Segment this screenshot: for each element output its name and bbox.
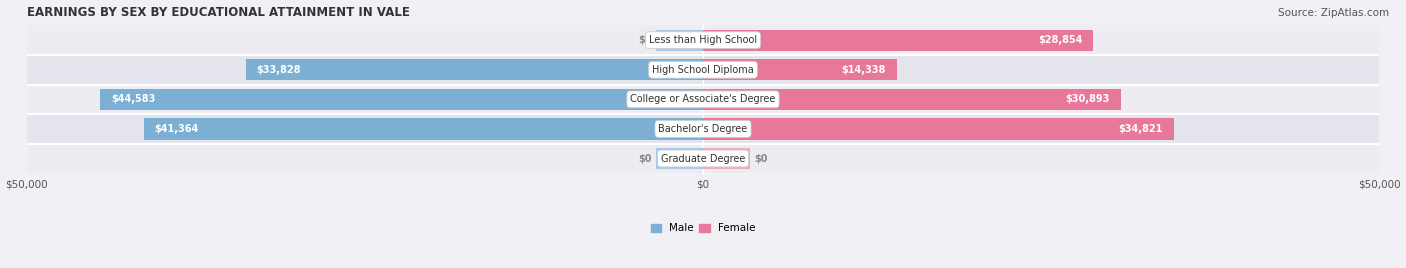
Text: Graduate Degree: Graduate Degree [661, 154, 745, 163]
Bar [246, 59, 703, 80]
Text: $30,893: $30,893 [1066, 94, 1109, 104]
Bar [27, 55, 1379, 84]
Bar [703, 118, 1174, 140]
Text: $41,364: $41,364 [155, 124, 198, 134]
Text: Source: ZipAtlas.com: Source: ZipAtlas.com [1278, 8, 1389, 18]
Text: High School Diploma: High School Diploma [652, 65, 754, 75]
Bar [655, 148, 703, 169]
Text: $44,583: $44,583 [111, 94, 155, 104]
Text: Less than High School: Less than High School [650, 35, 756, 45]
Bar [27, 25, 1379, 55]
Text: College or Associate's Degree: College or Associate's Degree [630, 94, 776, 104]
Bar [655, 29, 703, 51]
Text: $0: $0 [638, 35, 651, 45]
Bar [703, 89, 1121, 110]
Text: $0: $0 [638, 154, 651, 163]
Bar [27, 144, 1379, 173]
Text: Bachelor's Degree: Bachelor's Degree [658, 124, 748, 134]
Bar [703, 148, 751, 169]
Bar [100, 89, 703, 110]
Bar [143, 118, 703, 140]
Text: $34,821: $34,821 [1119, 124, 1163, 134]
Legend: Male, Female: Male, Female [647, 219, 759, 237]
Text: EARNINGS BY SEX BY EDUCATIONAL ATTAINMENT IN VALE: EARNINGS BY SEX BY EDUCATIONAL ATTAINMEN… [27, 6, 409, 18]
Bar [27, 84, 1379, 114]
Text: $33,828: $33,828 [256, 65, 301, 75]
Bar [27, 114, 1379, 144]
Bar [703, 59, 897, 80]
Text: $28,854: $28,854 [1038, 35, 1083, 45]
Text: $14,338: $14,338 [842, 65, 886, 75]
Text: $0: $0 [755, 154, 768, 163]
Bar [703, 29, 1094, 51]
